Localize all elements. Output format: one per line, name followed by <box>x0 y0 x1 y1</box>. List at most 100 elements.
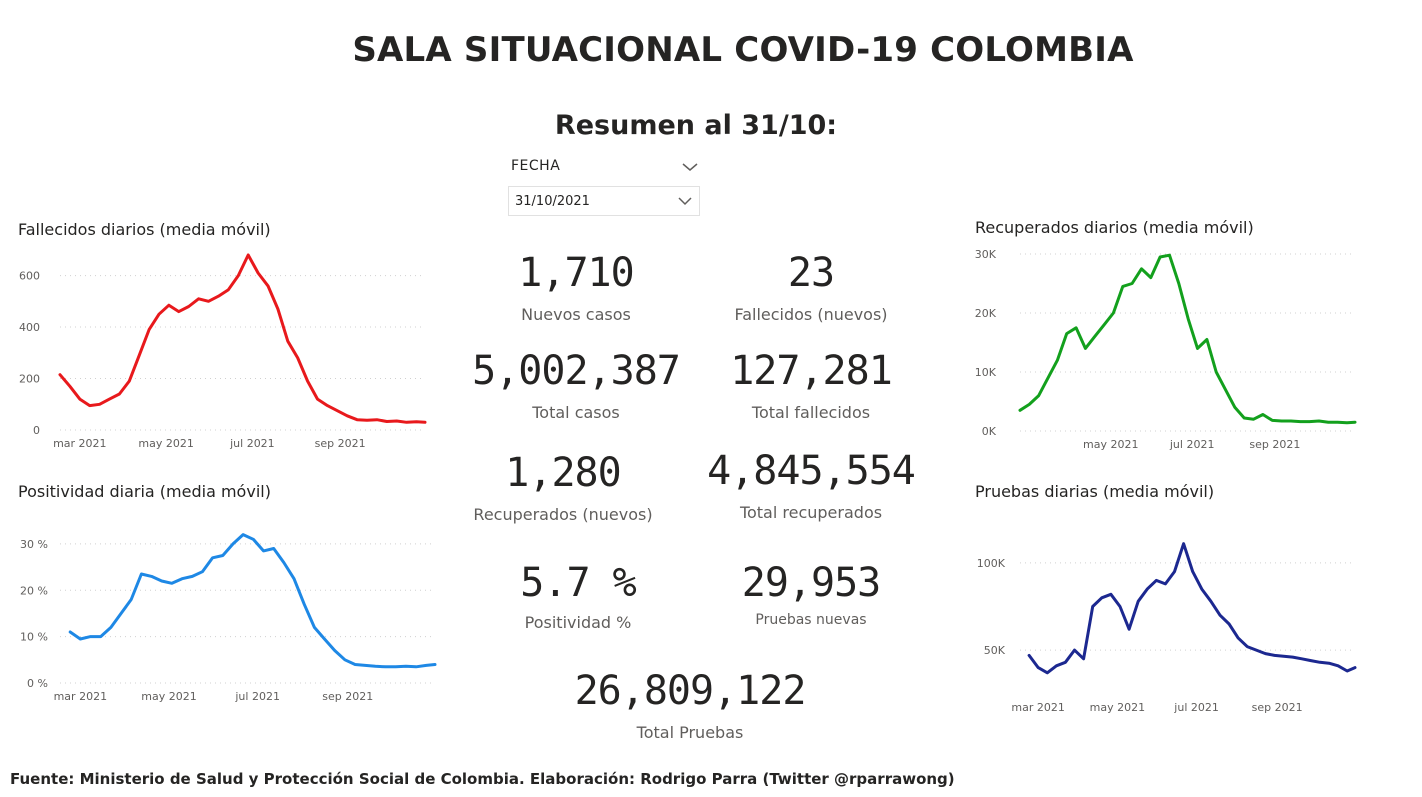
data-point <box>207 300 210 302</box>
data-point <box>232 543 234 545</box>
data-point <box>59 374 61 376</box>
summary-subtitle: Resumen al 31/10: <box>554 110 838 141</box>
x-tick-label: mar 2021 <box>1011 701 1064 714</box>
data-point <box>1155 579 1157 581</box>
kpi-total-deaths-label: Total fallecidos <box>751 403 871 422</box>
kpi-positivity-label: Positividad % <box>524 613 632 632</box>
kpi-total-recovered-value: 4,845,554 <box>707 448 916 494</box>
data-point <box>425 664 427 666</box>
data-point <box>247 254 249 256</box>
data-point <box>273 547 275 550</box>
data-point <box>1290 420 1292 422</box>
x-tick-label: may 2021 <box>1090 701 1145 714</box>
data-point <box>405 665 407 667</box>
data-point <box>354 663 356 666</box>
x-tick-label: sep 2021 <box>1249 438 1300 451</box>
data-point <box>1150 277 1152 279</box>
data-point <box>1243 417 1245 419</box>
data-point <box>1110 593 1112 595</box>
data-point <box>306 380 309 382</box>
data-point <box>297 357 299 359</box>
kpi-positivity-value: 5.7 % <box>520 560 636 606</box>
data-point <box>130 598 132 601</box>
data-point <box>79 398 81 400</box>
data-point <box>1064 661 1067 663</box>
chevron-down-icon[interactable] <box>680 159 700 175</box>
kpi-new-cases-value: 1,710 <box>518 250 634 296</box>
data-point <box>313 626 315 628</box>
data-point <box>1092 605 1094 608</box>
data-point <box>283 561 285 564</box>
data-point <box>384 666 387 668</box>
data-point <box>1037 666 1039 669</box>
x-tick-label: may 2021 <box>1083 438 1138 451</box>
data-point <box>1192 571 1194 573</box>
data-point <box>1206 338 1208 341</box>
data-point <box>1262 413 1264 416</box>
data-point <box>1346 422 1348 424</box>
data-point <box>1280 420 1283 422</box>
data-point <box>100 636 102 638</box>
kpi-total-deaths-value: 127,281 <box>730 348 893 394</box>
data-point <box>140 573 142 575</box>
data-point <box>1055 665 1057 667</box>
x-tick-label: jul 2021 <box>234 690 280 703</box>
kpi-new-cases-label: Nuevos casos <box>521 305 631 324</box>
data-point <box>303 603 305 605</box>
data-point <box>1282 655 1285 657</box>
series-line <box>58 253 427 424</box>
date-slicer-label: FECHA <box>511 158 561 174</box>
y-tick-label: 200 <box>19 373 40 386</box>
data-point <box>1271 419 1273 421</box>
data-point <box>1168 254 1171 256</box>
data-point <box>376 419 378 421</box>
data-point <box>128 380 130 382</box>
date-slicer-value: 31/10/2021 <box>515 194 590 209</box>
data-point <box>99 403 101 405</box>
kpi-total-recovered-label: Total recuperados <box>739 503 883 522</box>
data-point <box>79 638 81 640</box>
y-tick-label: 600 <box>19 270 40 283</box>
chart-deaths-title: Fallecidos diarios (media móvil) <box>18 220 271 239</box>
data-point <box>138 354 140 356</box>
deaths-line-chart: 0 200 400 600 mar 2021 may 2021 jul 2021 sep 20… <box>19 253 427 450</box>
kpi-new-recovered-label: Recuperados (nuevos) <box>473 505 653 524</box>
data-point <box>262 550 265 552</box>
data-point <box>395 666 397 668</box>
chart-recovered-title: Recuperados diarios (media móvil) <box>975 218 1254 237</box>
data-point <box>374 665 377 667</box>
data-point <box>1101 597 1103 599</box>
y-tick-label: 0K <box>982 425 997 438</box>
data-point <box>1301 658 1303 660</box>
data-point <box>1354 421 1356 423</box>
kpi-new-recovered-value: 1,280 <box>505 450 621 496</box>
data-point <box>1255 649 1257 651</box>
data-point <box>227 289 229 291</box>
data-point <box>1038 395 1040 397</box>
data-point <box>1084 347 1086 349</box>
x-tick-label: mar 2021 <box>54 690 107 703</box>
kpi-new-deaths-value: 23 <box>787 250 835 296</box>
data-point <box>1137 600 1139 602</box>
data-point <box>336 410 338 412</box>
data-point <box>1273 654 1276 656</box>
data-point <box>191 575 193 577</box>
data-point <box>237 274 239 277</box>
data-point <box>257 272 259 274</box>
x-tick-label: jul 2021 <box>1173 701 1219 714</box>
kpi-total-cases-label: Total casos <box>532 403 620 422</box>
y-tick-label: 10K <box>975 366 997 379</box>
data-point <box>434 663 436 666</box>
y-tick-label: 20 % <box>20 584 48 597</box>
chevron-down-icon <box>678 197 692 206</box>
date-slicer-dropdown[interactable]: 31/10/2021 <box>508 186 700 216</box>
data-point <box>1056 359 1058 361</box>
data-point <box>1234 406 1236 408</box>
data-point <box>323 638 326 640</box>
kpi-total-tests-label: Total Pruebas <box>636 723 744 742</box>
data-point <box>1337 665 1339 667</box>
data-point <box>1173 571 1176 573</box>
y-tick-label: 30 % <box>20 538 48 551</box>
data-point <box>1159 256 1161 258</box>
positivity-line-chart: 0 % 10 % 20 % 30 % mar 2021 may 2021 jul 2021 s… <box>20 533 437 703</box>
